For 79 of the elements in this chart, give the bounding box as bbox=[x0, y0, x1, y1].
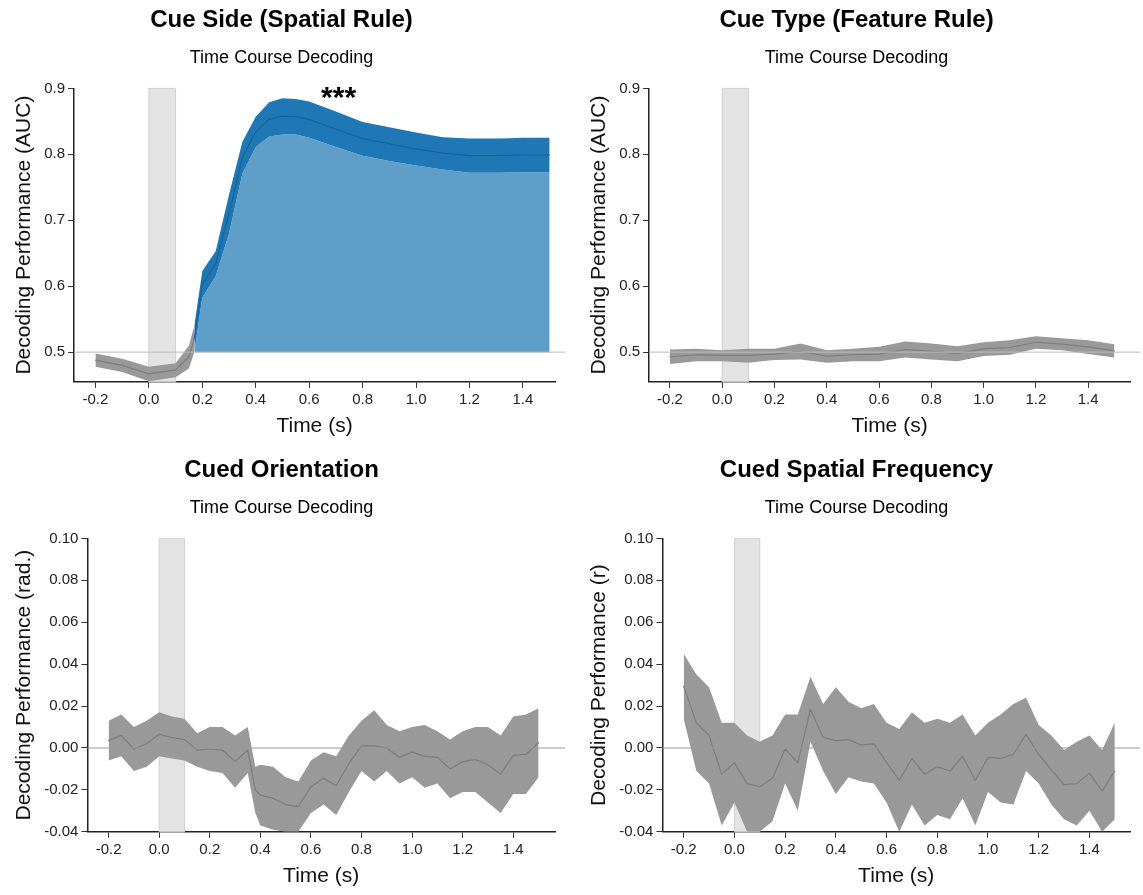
x-tick-label: 0.6 bbox=[876, 839, 897, 857]
x-tick-label: 1.0 bbox=[405, 389, 427, 407]
x-tick-label: 0.2 bbox=[199, 839, 221, 857]
y-tick-label: 0.5 bbox=[619, 342, 641, 360]
x-tick-label: 0.0 bbox=[711, 389, 733, 407]
y-tick-label: 0.8 bbox=[44, 144, 66, 162]
x-tick-label: 1.0 bbox=[973, 389, 995, 407]
x-tick-label: 1.4 bbox=[512, 389, 534, 407]
x-tick-label: 1.4 bbox=[502, 839, 524, 857]
x-tick-label: 1.0 bbox=[401, 839, 423, 857]
x-tick-label: 1.2 bbox=[452, 839, 474, 857]
y-tick-label: 0.6 bbox=[619, 276, 641, 294]
y-axis-title: Decoding Performance (r) bbox=[586, 564, 610, 806]
y-tick-label: 0.9 bbox=[44, 78, 66, 96]
y-axis-title: Decoding Performance (AUC) bbox=[586, 95, 610, 375]
x-tick-label: 0.2 bbox=[764, 389, 785, 407]
chart-title: Cue Type (Feature Rule) bbox=[719, 5, 994, 33]
chart-title: Cue Side (Spatial Rule) bbox=[150, 5, 413, 33]
x-tick-label: 0.4 bbox=[816, 389, 838, 407]
chart-subtitle: Time Course Decoding bbox=[764, 46, 949, 67]
y-tick-label: 0.00 bbox=[624, 738, 654, 756]
x-axis-title: Time (s) bbox=[276, 413, 353, 437]
y-tick-label: 0.04 bbox=[49, 654, 79, 672]
x-tick-label: -0.2 bbox=[657, 389, 683, 407]
y-tick-label: -0.04 bbox=[44, 821, 79, 839]
y-tick-label: -0.02 bbox=[619, 780, 654, 798]
x-axis-title: Time (s) bbox=[283, 863, 360, 887]
y-tick-label: -0.04 bbox=[619, 821, 654, 839]
y-axis-title: Decoding Performance (AUC) bbox=[11, 95, 35, 375]
x-tick-label: 1.4 bbox=[1077, 389, 1099, 407]
x-tick-label: 0.8 bbox=[926, 839, 948, 857]
x-tick-label: 0.6 bbox=[300, 839, 322, 857]
x-tick-label: 0.4 bbox=[825, 839, 847, 857]
y-tick-label: -0.02 bbox=[44, 780, 79, 798]
annotation: *** bbox=[321, 79, 357, 113]
x-tick-label: 0.6 bbox=[298, 389, 320, 407]
x-tick-label: 1.2 bbox=[1025, 389, 1047, 407]
x-tick-label: 0.0 bbox=[723, 839, 745, 857]
y-tick-label: 0.7 bbox=[44, 210, 66, 228]
x-tick-label: 1.4 bbox=[1079, 839, 1100, 857]
y-tick-label: 0.06 bbox=[624, 612, 654, 630]
x-tick-label: 1.2 bbox=[1028, 839, 1050, 857]
x-tick-label: 0.2 bbox=[191, 389, 213, 407]
x-tick-label: 0.2 bbox=[774, 839, 796, 857]
y-tick-label: 0.9 bbox=[619, 78, 641, 96]
chart-subtitle: Time Course Decoding bbox=[764, 496, 949, 517]
x-tick-label: 0.8 bbox=[352, 389, 374, 407]
y-tick-label: 0.10 bbox=[624, 528, 654, 546]
chart-title: Cued Spatial Frequency bbox=[719, 455, 994, 483]
x-tick-label: 0.8 bbox=[351, 839, 372, 857]
y-tick-label: 0.08 bbox=[49, 570, 79, 588]
chart-subtitle: Time Course Decoding bbox=[189, 46, 374, 67]
x-tick-label: 0.4 bbox=[249, 839, 271, 857]
chart-subtitle: Time Course Decoding bbox=[189, 496, 374, 517]
x-tick-label: 1.0 bbox=[977, 839, 999, 857]
y-tick-label: 0.8 bbox=[619, 144, 641, 162]
x-axis-title: Time (s) bbox=[851, 413, 928, 437]
x-tick-label: 1.2 bbox=[459, 389, 480, 407]
y-tick-label: 0.10 bbox=[49, 528, 79, 546]
y-tick-label: 0.02 bbox=[49, 696, 79, 714]
y-tick-label: 0.7 bbox=[619, 210, 641, 228]
chart-title: Cued Orientation bbox=[184, 455, 379, 483]
x-tick-label: 0.8 bbox=[920, 389, 942, 407]
x-tick-label: -0.2 bbox=[95, 839, 122, 857]
x-tick-label: -0.2 bbox=[82, 389, 109, 407]
x-axis-title: Time (s) bbox=[858, 863, 935, 887]
x-tick-label: 0.0 bbox=[148, 839, 170, 857]
y-tick-label: 0.06 bbox=[49, 612, 79, 630]
y-tick-label: 0.08 bbox=[624, 570, 654, 588]
y-axis-title: Decoding Performance (rad.) bbox=[11, 549, 35, 821]
x-tick-label: 0.6 bbox=[868, 389, 890, 407]
x-tick-label: -0.2 bbox=[670, 839, 697, 857]
y-tick-label: 0.02 bbox=[624, 696, 654, 714]
y-tick-label: 0.6 bbox=[44, 276, 66, 294]
y-tick-label: 0.5 bbox=[44, 342, 66, 360]
x-tick-label: 0.0 bbox=[138, 389, 160, 407]
y-tick-label: 0.00 bbox=[49, 738, 79, 756]
x-tick-label: 0.4 bbox=[245, 389, 267, 407]
y-tick-label: 0.04 bbox=[624, 654, 654, 672]
